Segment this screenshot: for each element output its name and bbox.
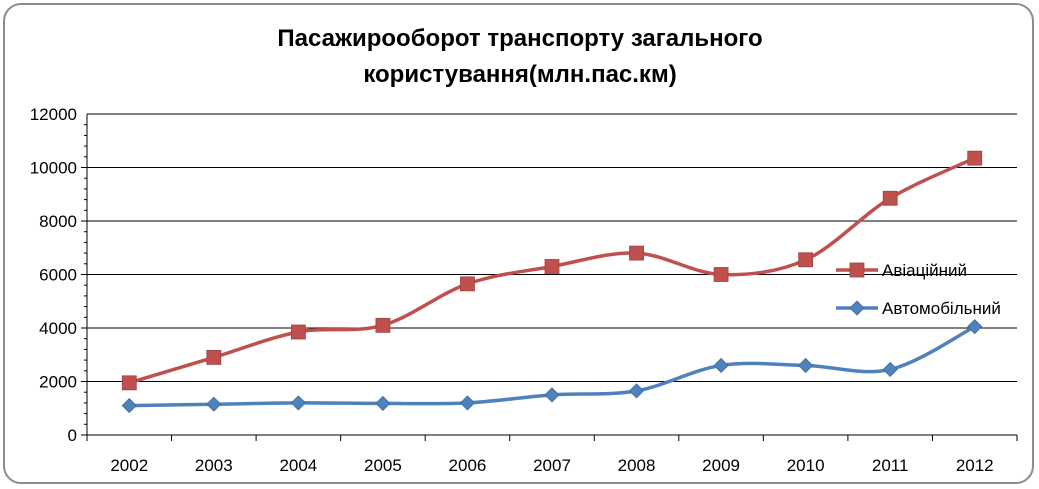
legend: Авіаційний Автомобільний xyxy=(836,261,1001,318)
data-point xyxy=(713,267,729,282)
data-point xyxy=(290,395,306,411)
data-point xyxy=(544,259,560,274)
data-point xyxy=(882,361,898,378)
data-point xyxy=(375,317,391,333)
x-tick-label: 2002 xyxy=(110,456,148,475)
x-tick-label: 2005 xyxy=(364,456,402,475)
data-point xyxy=(967,319,983,335)
data-point xyxy=(713,357,729,374)
x-tick-label: 2011 xyxy=(872,456,909,475)
axes xyxy=(81,114,1018,441)
y-tick-label: 4000 xyxy=(39,319,77,338)
series-layer xyxy=(121,150,983,414)
data-point xyxy=(121,398,137,414)
y-tick-label: 6000 xyxy=(39,266,77,285)
x-tick-label: 2010 xyxy=(787,456,825,475)
gridlines xyxy=(87,113,1017,382)
chart-title-line-1: Пасажирооборот транспорту загального xyxy=(277,25,762,52)
data-point xyxy=(629,245,644,261)
series-auto xyxy=(121,319,983,414)
data-point xyxy=(206,350,222,365)
legend-marker xyxy=(849,262,865,278)
data-point xyxy=(628,383,645,399)
y-tick-label: 0 xyxy=(68,426,77,445)
y-tick-label: 8000 xyxy=(39,212,77,231)
x-tick-label: 2009 xyxy=(702,456,740,475)
data-point xyxy=(121,375,137,391)
chart-title-line-2: користування(млн.пас.км) xyxy=(363,61,676,88)
data-point xyxy=(460,276,475,292)
y-tick-label: 2000 xyxy=(39,373,77,392)
legend-marker xyxy=(849,300,865,316)
x-tick-label: 2012 xyxy=(956,456,994,475)
data-point xyxy=(798,357,814,374)
x-tick-label: 2003 xyxy=(195,456,233,475)
data-point xyxy=(967,150,983,166)
data-point xyxy=(798,252,814,268)
data-point xyxy=(882,190,898,206)
x-tick-label: 2006 xyxy=(449,456,487,475)
x-tick-label: 2008 xyxy=(618,456,656,475)
x-axis-ticks: 2002 2003 2004 2005 2006 2007 2008 2009 2010 2011… xyxy=(110,456,993,475)
y-tick-label: 10000 xyxy=(30,159,77,178)
y-tick-label: 12000 xyxy=(30,105,77,124)
data-point xyxy=(459,395,476,411)
legend-label: Авіаційний xyxy=(882,261,967,280)
x-tick-label: 2004 xyxy=(279,456,317,475)
series-aviation xyxy=(121,150,983,391)
data-point xyxy=(206,396,222,412)
data-point xyxy=(290,324,306,340)
data-point xyxy=(544,387,560,403)
legend-label: Автомобільний xyxy=(882,299,1001,318)
data-point xyxy=(375,395,391,412)
x-tick-label: 2007 xyxy=(533,456,571,475)
y-axis-ticks: 0 2000 4000 6000 8000 10000 12000 xyxy=(30,105,77,445)
